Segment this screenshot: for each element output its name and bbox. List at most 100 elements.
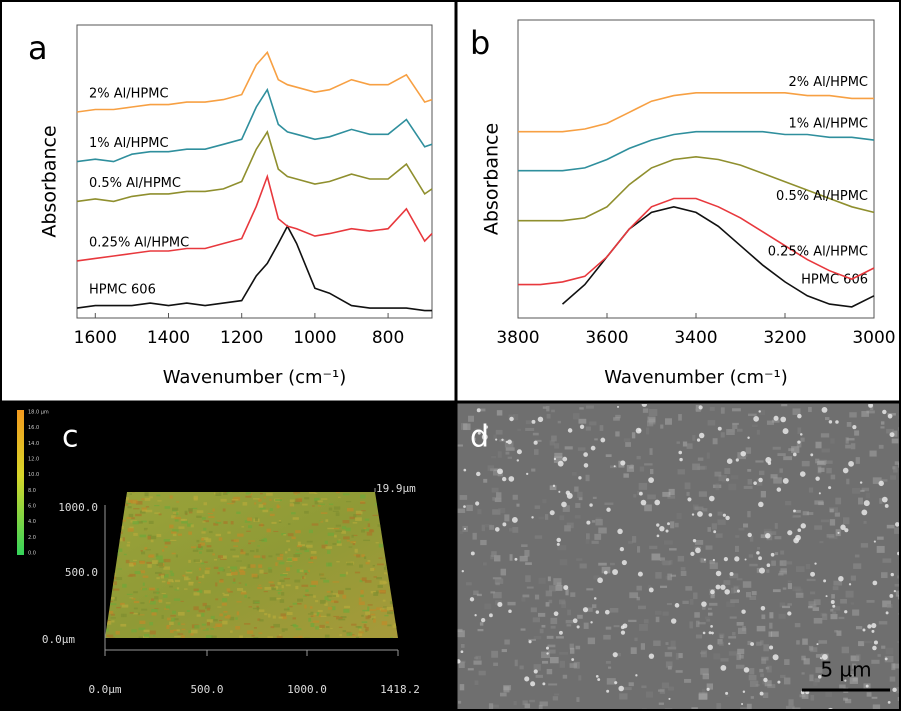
texture xyxy=(376,577,382,580)
texture xyxy=(332,527,340,530)
texture xyxy=(335,524,341,527)
texture xyxy=(233,578,236,582)
texture xyxy=(808,487,814,493)
particle xyxy=(558,630,563,635)
texture xyxy=(619,693,628,700)
x-label: 0.0µm xyxy=(88,683,121,696)
texture xyxy=(165,602,171,604)
texture xyxy=(367,559,371,563)
particle xyxy=(571,658,575,661)
colorbar-label: 6.0 xyxy=(28,504,36,510)
particle xyxy=(507,439,512,445)
particle xyxy=(887,413,893,419)
spectrum xyxy=(518,197,875,286)
texture xyxy=(378,590,386,593)
particle xyxy=(743,667,750,673)
texture xyxy=(226,588,231,592)
texture xyxy=(700,558,707,563)
texture xyxy=(145,509,153,513)
texture xyxy=(770,631,779,637)
texture xyxy=(377,524,383,527)
texture xyxy=(492,591,502,599)
texture xyxy=(787,583,793,590)
texture xyxy=(233,496,241,501)
texture xyxy=(287,557,294,562)
texture xyxy=(203,590,211,594)
texture xyxy=(548,649,556,654)
texture xyxy=(223,593,230,597)
texture xyxy=(312,620,320,623)
texture xyxy=(156,562,163,566)
texture xyxy=(503,686,510,693)
texture xyxy=(203,502,207,506)
texture xyxy=(252,498,260,500)
texture xyxy=(361,614,364,617)
texture xyxy=(487,465,495,471)
particle xyxy=(530,681,536,687)
texture xyxy=(198,609,206,613)
texture xyxy=(295,628,302,631)
texture xyxy=(557,545,567,551)
texture xyxy=(678,653,683,659)
texture xyxy=(861,411,870,417)
texture xyxy=(381,621,388,626)
series-label: 0.25% Al/HPMC xyxy=(89,235,189,250)
texture xyxy=(832,606,841,611)
particle xyxy=(787,530,793,536)
texture xyxy=(532,432,539,436)
texture xyxy=(756,478,763,486)
particle xyxy=(635,427,642,434)
texture xyxy=(149,496,153,499)
texture xyxy=(549,440,555,446)
particle xyxy=(561,501,567,508)
texture xyxy=(852,488,861,494)
particle xyxy=(695,547,701,554)
texture xyxy=(327,606,333,610)
texture xyxy=(653,640,661,646)
texture xyxy=(171,552,176,555)
texture xyxy=(715,483,720,491)
texture xyxy=(359,564,363,568)
texture xyxy=(230,548,236,551)
particle xyxy=(463,527,467,530)
texture xyxy=(253,627,257,629)
particle xyxy=(511,516,518,523)
texture xyxy=(224,492,228,493)
texture xyxy=(764,680,772,687)
texture xyxy=(483,478,488,483)
particle xyxy=(475,501,480,506)
texture xyxy=(889,676,896,682)
particle xyxy=(758,410,761,413)
particle xyxy=(505,440,509,444)
texture xyxy=(813,679,818,686)
texture xyxy=(630,647,637,654)
texture xyxy=(268,555,273,558)
texture xyxy=(794,623,801,628)
texture xyxy=(505,447,515,451)
texture xyxy=(141,498,145,501)
texture xyxy=(759,409,766,416)
texture xyxy=(286,611,293,615)
texture xyxy=(846,478,850,485)
texture xyxy=(749,535,754,542)
texture xyxy=(248,540,256,542)
particle xyxy=(514,557,518,561)
texture xyxy=(170,614,176,617)
texture xyxy=(245,553,249,556)
texture xyxy=(387,611,394,615)
texture xyxy=(307,613,311,615)
particle xyxy=(617,528,623,535)
texture xyxy=(494,555,501,562)
particle xyxy=(469,597,475,602)
texture xyxy=(231,569,236,572)
particle xyxy=(729,571,734,576)
texture xyxy=(478,670,486,676)
colorbar-label: 10.0 xyxy=(28,472,39,478)
texture xyxy=(291,557,298,561)
texture xyxy=(218,537,223,541)
texture xyxy=(345,571,349,575)
texture xyxy=(227,503,234,505)
texture xyxy=(749,563,758,567)
texture xyxy=(359,579,363,583)
texture xyxy=(140,570,146,574)
